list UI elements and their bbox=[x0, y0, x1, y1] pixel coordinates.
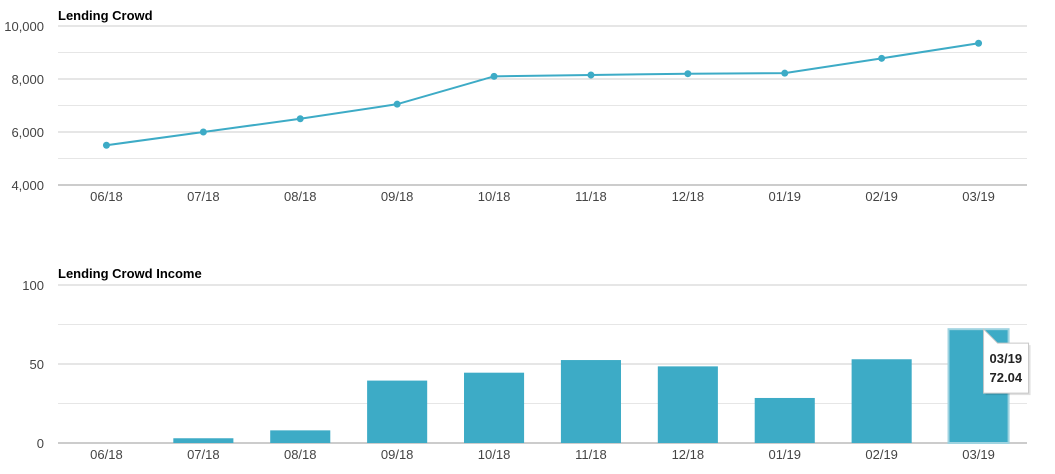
x-tick-label: 07/18 bbox=[187, 447, 220, 462]
series-line bbox=[106, 42, 979, 147]
x-tick-label: 06/18 bbox=[90, 447, 123, 462]
x-tick-label: 09/18 bbox=[381, 189, 414, 204]
bar[interactable] bbox=[560, 360, 621, 443]
tooltip-value: 72.04 bbox=[990, 370, 1023, 385]
tooltip-category: 03/19 bbox=[990, 351, 1023, 366]
data-point[interactable] bbox=[490, 72, 498, 80]
x-tick-label: 03/19 bbox=[962, 447, 995, 462]
x-tick-label: 10/18 bbox=[478, 447, 511, 462]
x-tick-label: 11/18 bbox=[575, 189, 607, 204]
bar[interactable] bbox=[657, 366, 718, 443]
tooltip: 03/19 72.04 bbox=[983, 327, 1031, 396]
y-tick-label: 8,000 bbox=[11, 72, 44, 87]
tooltip-box bbox=[983, 327, 1030, 394]
data-point[interactable] bbox=[878, 54, 886, 62]
x-tick-label: 03/19 bbox=[962, 189, 995, 204]
bar[interactable] bbox=[754, 397, 815, 443]
x-tick-label: 08/18 bbox=[284, 189, 317, 204]
bar[interactable] bbox=[367, 380, 428, 443]
lending-crowd-income-bar-chart: Lending Crowd Income 0 50 100 06/18 07/18 08/… bbox=[22, 266, 1031, 462]
lending-crowd-line-chart: Lending Crowd 4,000 6,000 8,000 10,000 06/18… bbox=[4, 8, 1027, 204]
data-point[interactable] bbox=[199, 128, 207, 136]
x-tick-label: 12/18 bbox=[672, 447, 705, 462]
data-point[interactable] bbox=[102, 141, 110, 149]
bar[interactable] bbox=[173, 438, 234, 443]
x-tick-label: 01/19 bbox=[768, 189, 801, 204]
data-point[interactable] bbox=[296, 115, 304, 123]
x-tick-label: 12/18 bbox=[672, 189, 705, 204]
data-point[interactable] bbox=[393, 100, 401, 108]
chart-title: Lending Crowd Income bbox=[58, 266, 202, 281]
x-tick-label: 09/18 bbox=[381, 447, 414, 462]
x-tick-label: 08/18 bbox=[284, 447, 317, 462]
x-tick-label: 02/19 bbox=[865, 189, 898, 204]
data-point[interactable] bbox=[975, 39, 983, 47]
bar[interactable] bbox=[851, 359, 912, 443]
x-tick-label: 06/18 bbox=[90, 189, 123, 204]
x-tick-label: 07/18 bbox=[187, 189, 220, 204]
y-tick-label: 100 bbox=[22, 278, 44, 293]
chart-title: Lending Crowd bbox=[58, 8, 153, 23]
data-point[interactable] bbox=[781, 69, 789, 77]
y-tick-label: 6,000 bbox=[11, 125, 44, 140]
y-tick-label: 10,000 bbox=[4, 19, 44, 34]
y-tick-label: 4,000 bbox=[11, 178, 44, 193]
y-tick-label: 50 bbox=[30, 357, 44, 372]
bar[interactable] bbox=[464, 372, 525, 443]
y-tick-label: 0 bbox=[37, 436, 44, 451]
data-point[interactable] bbox=[587, 71, 595, 79]
x-tick-label: 02/19 bbox=[865, 447, 898, 462]
x-tick-label: 10/18 bbox=[478, 189, 511, 204]
data-point[interactable] bbox=[684, 70, 692, 78]
bar[interactable] bbox=[270, 430, 331, 443]
x-tick-label: 01/19 bbox=[768, 447, 801, 462]
x-tick-label: 11/18 bbox=[575, 447, 607, 462]
